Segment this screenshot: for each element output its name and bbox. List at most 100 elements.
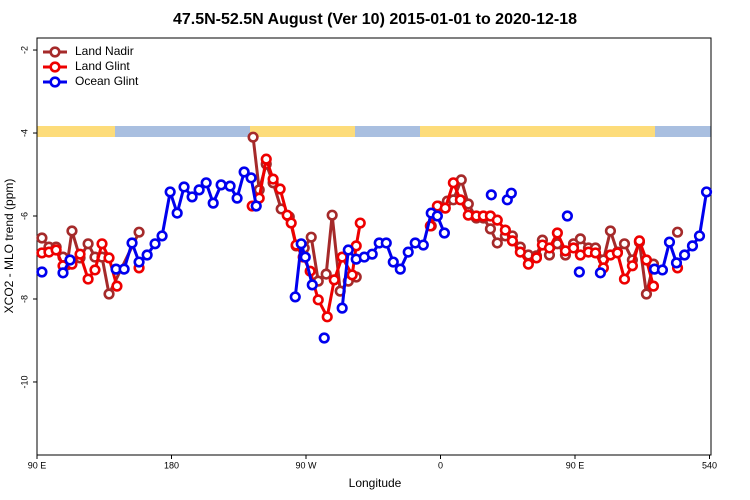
data-point <box>171 207 183 219</box>
chart-title: 47.5N-52.5N August (Ver 10) 2015-01-01 t… <box>173 11 577 28</box>
data-point <box>522 258 534 270</box>
data-point <box>573 266 585 278</box>
data-point <box>57 267 69 279</box>
data-point <box>96 238 108 250</box>
data-point <box>678 249 691 261</box>
data-point <box>394 263 406 275</box>
data-point <box>454 194 466 206</box>
data-point <box>312 294 324 306</box>
data-point <box>320 268 332 280</box>
data-point <box>611 247 624 259</box>
data-point <box>618 238 631 250</box>
data-point <box>551 227 563 239</box>
data-point <box>387 256 399 268</box>
data-point <box>671 226 684 238</box>
data-point <box>700 186 713 198</box>
x-axis-label: Longitude <box>349 476 402 490</box>
data-point <box>336 302 348 314</box>
data-point <box>640 288 653 300</box>
data-point <box>267 173 279 185</box>
data-point <box>103 288 115 300</box>
data-point <box>321 311 333 323</box>
data-point <box>574 233 586 245</box>
data-point <box>36 266 48 278</box>
data-point <box>74 248 86 260</box>
data-point <box>618 273 631 285</box>
y-tick-label: -8 <box>19 295 29 303</box>
data-point <box>50 244 62 256</box>
data-point <box>245 172 257 184</box>
data-point <box>193 184 205 196</box>
legend-label: Ocean Glint <box>75 74 139 88</box>
data-point <box>543 242 556 254</box>
data-point <box>207 197 219 209</box>
data-point <box>285 217 297 229</box>
data-point <box>247 131 259 143</box>
data-point <box>306 279 318 291</box>
data-point <box>328 274 340 286</box>
data-point <box>238 166 250 178</box>
y-tick-label: -2 <box>19 46 29 54</box>
x-tick-label: 90 W <box>295 460 317 470</box>
data-point <box>260 153 272 165</box>
data-point <box>231 192 243 204</box>
data-point <box>589 247 602 259</box>
data-point <box>326 209 338 221</box>
data-point <box>200 177 212 189</box>
data-point <box>505 187 517 199</box>
data-point <box>686 240 699 252</box>
data-point <box>491 237 503 249</box>
x-tick-label: 180 <box>164 460 179 470</box>
y-tick-label: -10 <box>19 375 29 388</box>
data-point <box>89 264 101 276</box>
x-tick-label: 90 E <box>566 460 585 470</box>
data-point <box>289 291 301 303</box>
data-point <box>506 235 518 247</box>
data-point <box>663 236 676 248</box>
ocean-band <box>355 126 420 137</box>
legend-label: Land Nadir <box>75 44 134 58</box>
data-point <box>186 191 198 203</box>
data-point <box>484 223 497 235</box>
data-point <box>250 200 262 212</box>
legend-marker <box>49 76 61 88</box>
data-point <box>693 230 706 242</box>
x-tick-label: 0 <box>438 460 443 470</box>
ocean-band <box>655 126 711 137</box>
data-point <box>499 224 511 236</box>
legend-marker <box>49 61 61 73</box>
data-point <box>36 232 48 244</box>
data-point <box>491 214 503 226</box>
data-point <box>402 246 414 258</box>
data-point <box>178 181 190 193</box>
data-point <box>111 280 123 292</box>
data-point <box>567 242 580 254</box>
data-point <box>561 210 573 222</box>
data-point <box>82 273 94 285</box>
data-point <box>346 269 358 281</box>
ocean-band <box>115 126 250 137</box>
data-point <box>224 180 236 192</box>
data-point <box>514 246 526 258</box>
y-axis-label: XCO2 - MLO trend (ppm) <box>2 179 16 314</box>
data-point <box>366 248 378 260</box>
data-point <box>118 263 130 275</box>
data-point <box>164 186 176 198</box>
x-tick-label: 90 E <box>28 460 47 470</box>
data-point <box>485 189 497 201</box>
data-point <box>103 252 115 264</box>
data-point <box>438 227 450 239</box>
x-tick-label: 540 <box>702 460 717 470</box>
data-point <box>380 237 392 249</box>
data-point <box>417 239 429 251</box>
data-point <box>354 217 366 229</box>
data-point <box>431 210 443 222</box>
data-point <box>530 252 543 264</box>
data-point <box>647 280 660 292</box>
data-point <box>126 237 138 249</box>
data-point <box>670 257 683 269</box>
data-point <box>318 332 330 344</box>
data-point <box>133 226 145 238</box>
data-point <box>299 251 311 263</box>
